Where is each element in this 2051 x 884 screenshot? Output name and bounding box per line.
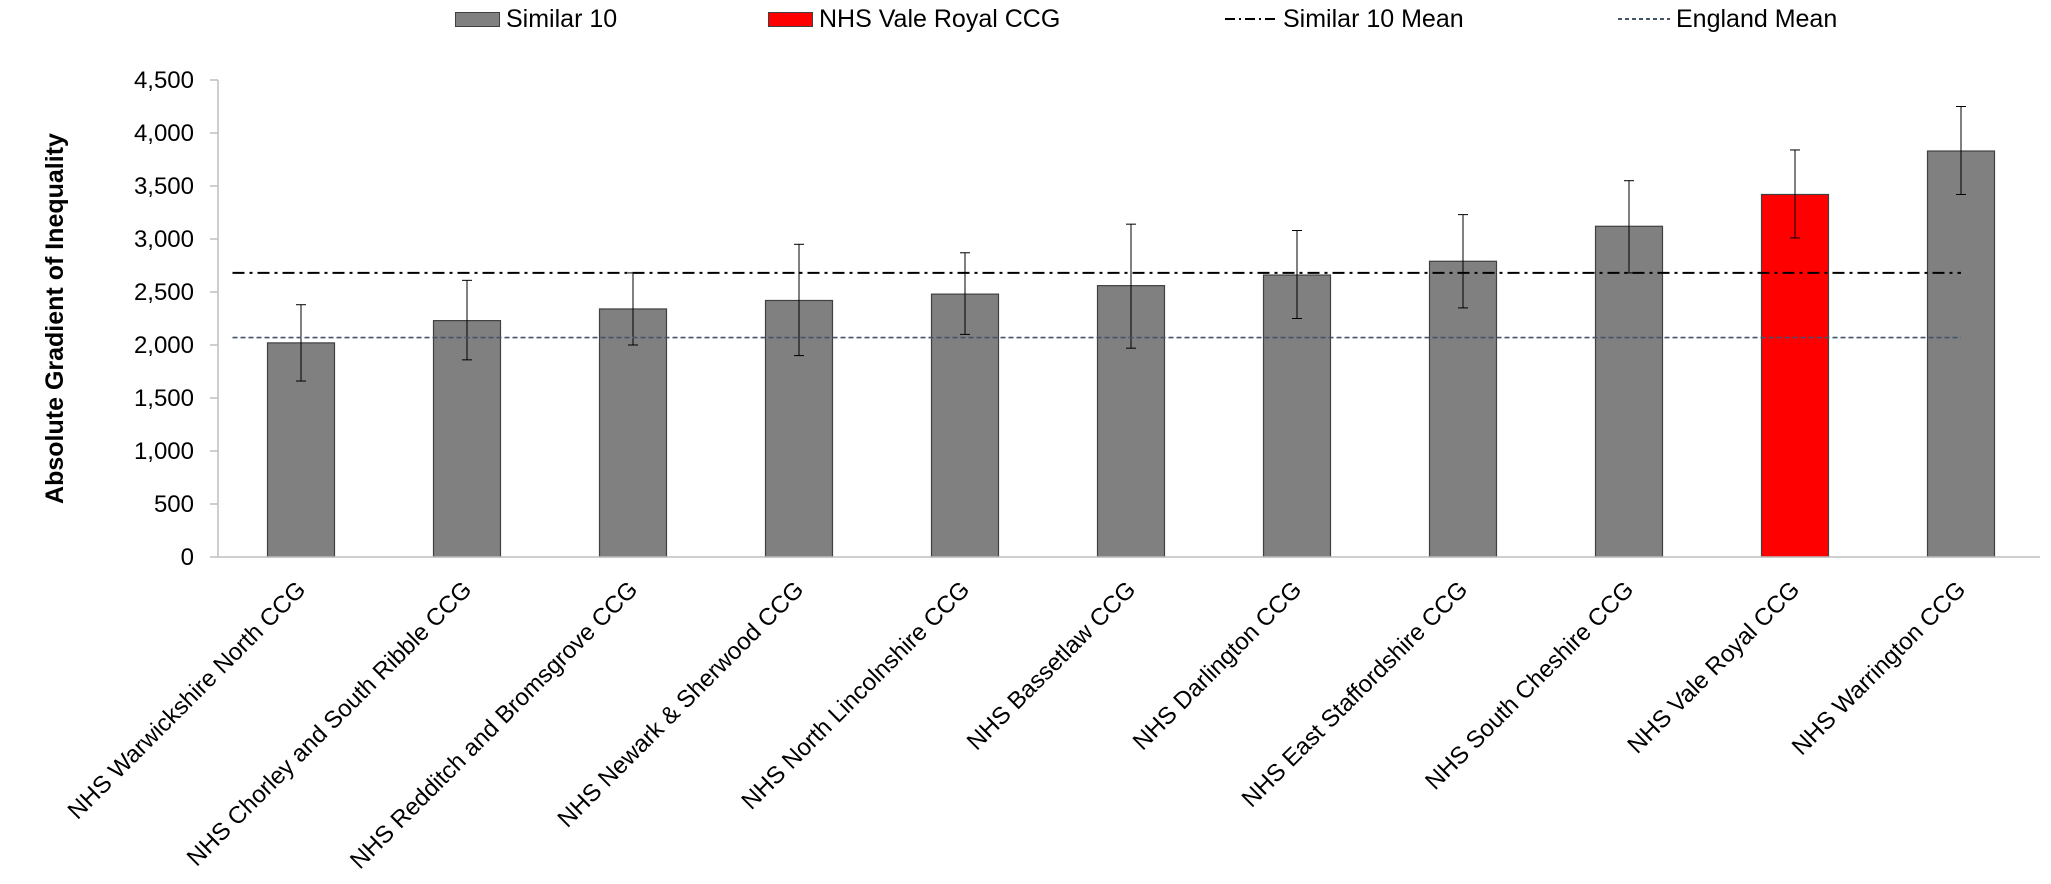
legend-swatch-england-mean [1618, 18, 1670, 20]
y-tick-label: 2,000 [134, 332, 194, 359]
y-tick-label: 2,500 [134, 279, 194, 306]
legend-label-vale-royal: NHS Vale Royal CCG [819, 4, 1061, 33]
bar-similar [1428, 260, 1498, 558]
x-category-label: NHS Bassetlaw CCG [962, 576, 1141, 755]
legend-item-vale-royal: NHS Vale Royal CCG [768, 2, 1060, 36]
bar-highlight [1760, 193, 1830, 558]
legend-label-similar-10: Similar 10 [506, 4, 618, 33]
legend-label-similar-mean: Similar 10 Mean [1283, 4, 1464, 33]
x-category-label: NHS Warrington CCG [1787, 576, 1971, 760]
y-tick-label: 4,000 [134, 120, 194, 147]
legend-swatch-vale-royal [768, 11, 813, 27]
bar-similar [1594, 225, 1664, 558]
chart-legend: Similar 10 NHS Vale Royal CCG Similar 10… [0, 2, 2051, 42]
y-axis: 0 500 1,000 1,500 2,000 2,500 3,000 3,500 4,000 4… [134, 67, 219, 571]
legend-item-similar-10: Similar 10 [455, 2, 617, 36]
x-category-label: NHS Vale Royal CCG [1622, 576, 1805, 759]
bar-similar [598, 308, 668, 558]
error-bars-group [296, 106, 1966, 382]
legend-label-england-mean: England Mean [1676, 4, 1838, 33]
y-tick-label: 3,000 [134, 226, 194, 253]
y-tick-label: 1,000 [134, 438, 194, 465]
bar-similar [1926, 150, 1996, 558]
y-tick-label: 0 [181, 544, 194, 571]
legend-swatch-similar-10 [455, 11, 500, 27]
x-category-label: NHS Redditch and Bromsgrove CCG [345, 576, 643, 874]
y-axis-title: Absolute Gradient of Inequality [41, 133, 69, 504]
x-category-label: NHS Chorley and South Ribble CCG [182, 576, 477, 871]
legend-item-similar-mean: Similar 10 Mean [1225, 2, 1464, 36]
y-tick-label: 500 [154, 491, 194, 518]
x-category-label: NHS Darlington CCG [1128, 576, 1307, 755]
y-tick-label: 1,500 [134, 385, 194, 412]
y-tick-label: 3,500 [134, 173, 194, 200]
y-tick-label: 4,500 [134, 67, 194, 94]
reference-lines-group [232, 271, 1961, 339]
bars-group [266, 150, 1996, 558]
legend-swatch-similar-mean [1225, 18, 1277, 20]
legend-item-england-mean: England Mean [1618, 2, 1837, 36]
